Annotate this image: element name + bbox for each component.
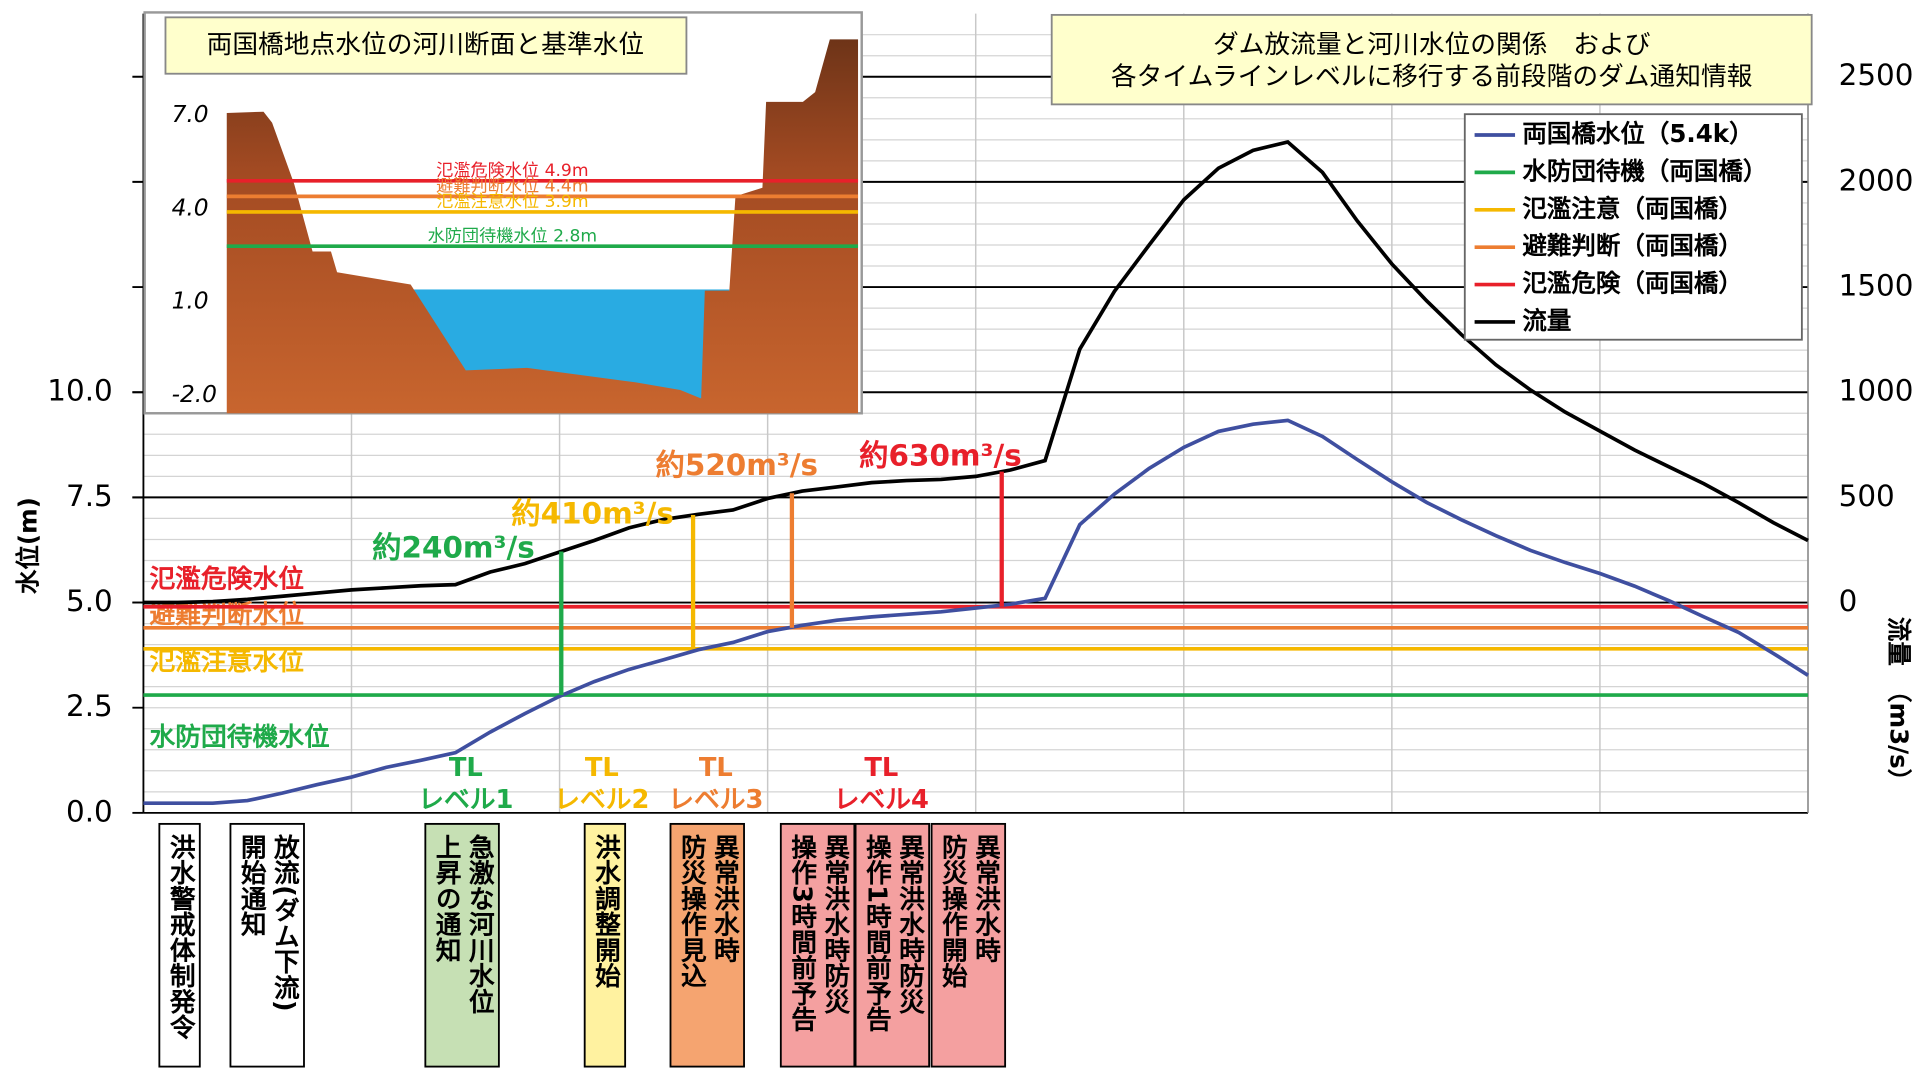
legend: 両国橋水位（5.4k） 水防団待機（両国橋） 氾濫注意（両国橋） 避難判断（両国橋） 氾… [1463, 113, 1803, 341]
y2-tick-label: 0 [1839, 584, 1858, 618]
threshold-label: 氾濫危険水位 [150, 563, 305, 594]
inset: 両国橋地点水位の河川断面と基準水位 7.0 4.0 1.0 -2.0 氾濫危険水位 4.… [143, 11, 863, 415]
chart-title: 各タイムラインレベルに移行する前段階のダム通知情報 [1111, 62, 1753, 92]
inset-ground [226, 39, 859, 414]
callout-label: 約410m³/s [511, 497, 674, 531]
notice-box [854, 822, 931, 1068]
inset-tick-label: 4.0 [172, 194, 209, 221]
notice-text: 上昇の通知 [431, 833, 461, 963]
tl-label: TL [699, 753, 733, 783]
y-tick-label: 2.5 [66, 689, 113, 723]
notice-text: 操作1時間前予告 [861, 833, 891, 1032]
inset-title: 両国橋地点水位の河川断面と基準水位 [207, 30, 645, 60]
legend-label: 氾濫注意（両国橋） [1522, 194, 1743, 223]
legend-label: 氾濫危険（両国橋） [1522, 269, 1743, 298]
data-line [143, 139, 1809, 605]
inset-tick-label: 1.0 [172, 288, 209, 315]
tl-level: レベル3 [668, 785, 763, 815]
y-axis-label: 水位(m) [13, 497, 42, 594]
y-tick-label: 5.0 [66, 584, 113, 618]
callout-label: 約630m³/s [859, 438, 1022, 472]
y2-tick-label: 1500 [1839, 269, 1914, 303]
notice-text: 防災操作開始 [937, 833, 967, 988]
tl-level: レベル1 [418, 785, 513, 815]
notice-box [158, 822, 201, 1068]
notice-box [779, 822, 856, 1068]
inset-title-box [164, 16, 688, 75]
inset-tick-label: 7.0 [172, 101, 209, 128]
notice-text: 異常洪水時 [709, 834, 739, 963]
y2-tick-label: 2000 [1839, 163, 1914, 197]
title-box [1050, 13, 1813, 106]
tl-level: レベル2 [554, 785, 649, 815]
threshold-label: 氾濫注意水位 [150, 646, 305, 677]
notice-text: 急激な河川水位 [464, 833, 494, 1014]
legend-box [1463, 113, 1803, 341]
legend-label: 避難判断（両国橋） [1522, 231, 1743, 260]
notice-box [424, 822, 500, 1068]
tl-label: TL [864, 753, 898, 783]
inset-tick-label: -2.0 [172, 381, 217, 408]
y2-tick-label: 500 [1839, 479, 1895, 513]
y2-tick-label: 1000 [1839, 374, 1914, 408]
notice-text: 放流(ダム下流) [269, 832, 300, 1011]
callout-label: 約520m³/s [655, 448, 818, 482]
y-tick-label: 7.5 [66, 479, 113, 513]
inset-level-label: 避難判断水位 4.4m [436, 177, 588, 197]
notice-text: 異常洪水時 [971, 834, 1001, 963]
tl-level: レベル4 [834, 785, 929, 815]
legend-label: 両国橋水位（5.4k） [1522, 119, 1753, 148]
inset-level-label: 氾濫注意水位 3.9m [436, 192, 588, 212]
y-tick-label: 0.0 [66, 794, 113, 828]
notice-box [583, 822, 627, 1068]
notice-box [669, 822, 745, 1068]
legend-label: 水防団待機（両国橋） [1522, 156, 1767, 185]
notice-box [930, 822, 1007, 1068]
callout-label: 約240m³/s [372, 531, 535, 565]
notice-text: 防災操作見込 [676, 833, 706, 988]
notice-text: 洪水調整開始 [591, 833, 621, 988]
notice-text: 異常洪水時防災 [820, 834, 850, 1014]
tl-label: TL [449, 753, 483, 783]
notice-box [229, 822, 305, 1068]
legend-label: 流量 [1522, 306, 1571, 335]
data-line [143, 418, 1809, 806]
notice-text: 開始通知 [236, 834, 266, 938]
overlay: ダム放流量と河川水位の関係 および 各タイムラインレベルに移行する前段階のダム通… [13, 13, 1913, 1068]
y2-axis-label: 流量 （m3/s） [1884, 617, 1913, 793]
notice-text: 異常洪水時防災 [895, 834, 925, 1014]
tl-label: TL [585, 753, 619, 783]
y2-tick-label: 2500 [1839, 58, 1914, 92]
inset-level-label: 氾濫危険水位 4.9m [436, 161, 588, 181]
notice-text: 洪水警戒体制発令 [165, 833, 196, 1040]
threshold-label: 水防団待機水位 [150, 721, 330, 752]
y-tick-label: 10.0 [47, 374, 112, 408]
inset-level-label: 水防団待機水位 2.8m [428, 226, 598, 246]
notice-text: 操作3時間前予告 [787, 833, 817, 1032]
chart-title: ダム放流量と河川水位の関係 および [1213, 30, 1651, 60]
